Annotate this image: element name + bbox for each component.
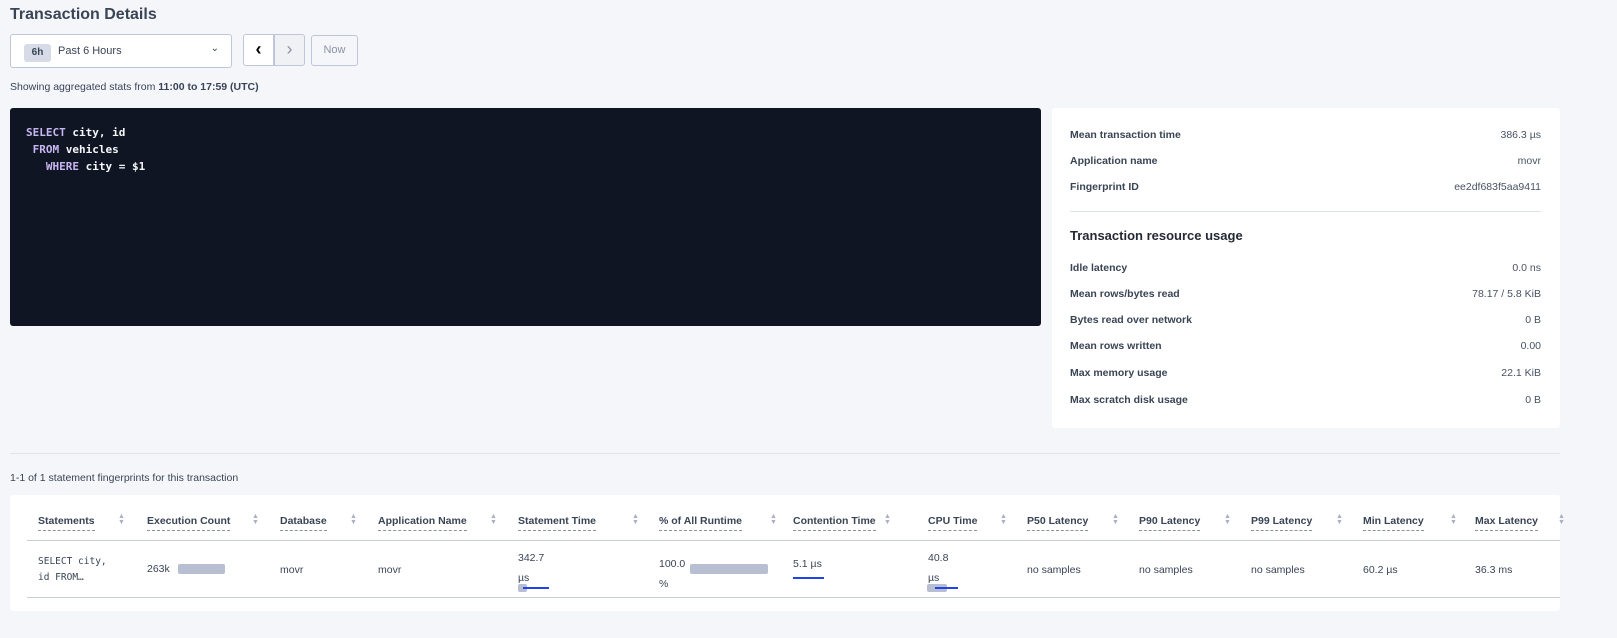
column-header[interactable]: Execution Count xyxy=(147,515,231,531)
exec-count-bar xyxy=(178,564,225,574)
statements-table: Statements ▲ ▼ Execution Count ▲ ▼ Database ▲ ▼ A… xyxy=(10,495,1565,611)
column-header[interactable]: P99 Latency xyxy=(1251,515,1313,531)
column-header[interactable]: P90 Latency xyxy=(1139,515,1201,531)
sql-keyword: SELECT xyxy=(26,126,66,139)
sort-icon[interactable]: ▲ ▼ xyxy=(884,513,891,526)
sort-icon[interactable]: ▲ ▼ xyxy=(252,513,259,526)
resource-row: Mean rows written 0.00 xyxy=(1070,340,1541,352)
sort-icon[interactable]: ▲ ▼ xyxy=(770,513,777,526)
p50-cell: no samples xyxy=(1027,564,1081,576)
resource-usage-title: Transaction resource usage xyxy=(1070,228,1243,243)
time-range-text: Showing aggregated stats from 11:00 to 1… xyxy=(10,81,259,93)
exec-count-cell: 263k xyxy=(147,563,170,575)
summary-card: Mean transaction time 386.3 µs Applicatio… xyxy=(1052,108,1560,428)
pct-runtime-cell: 100.0% xyxy=(659,558,686,590)
column-header[interactable]: Min Latency xyxy=(1363,515,1424,531)
column-header[interactable]: Contention Time xyxy=(793,515,876,531)
column-header[interactable]: Application Name xyxy=(378,515,467,531)
pct-runtime-bar xyxy=(690,564,768,574)
column-header[interactable]: P50 Latency xyxy=(1027,515,1089,531)
column-header[interactable]: Max Latency xyxy=(1475,515,1539,531)
p99-cell: no samples xyxy=(1251,564,1305,576)
column-header[interactable]: Database xyxy=(280,515,327,531)
chevron-down-icon: ⌄ xyxy=(210,43,219,54)
resource-row: Bytes read over network 0 B xyxy=(1070,314,1541,326)
contention-stddev xyxy=(793,577,824,579)
sort-icon[interactable]: ▲ ▼ xyxy=(632,513,639,526)
statement-count: 1-1 of 1 statement fingerprints for this… xyxy=(10,472,239,484)
section-divider xyxy=(10,453,1560,454)
sql-line: FROM vehicles xyxy=(32,143,119,156)
column-header[interactable]: Statements xyxy=(38,515,95,531)
now-button[interactable]: Now xyxy=(311,35,358,66)
summary-row: Mean transaction time 386.3 µs xyxy=(1070,129,1541,141)
statement-time-bar xyxy=(518,584,527,592)
database-cell: movr xyxy=(280,564,304,576)
sort-icon[interactable]: ▲ ▼ xyxy=(1000,513,1007,526)
resource-row: Max memory usage 22.1 KiB xyxy=(1070,367,1541,379)
sql-statement-box: SELECT city, id FROM vehicles WHERE city… xyxy=(10,108,1041,326)
sort-icon[interactable]: ▲ ▼ xyxy=(1224,513,1231,526)
sql-keyword: WHERE xyxy=(45,160,79,173)
max-latency-cell: 36.3 ms xyxy=(1475,564,1513,576)
next-time-button[interactable]: › xyxy=(274,34,305,66)
chevron-right-icon: › xyxy=(286,39,293,59)
statement-cell[interactable]: SELECT city, id FROM… xyxy=(38,556,107,583)
min-latency-cell: 60.2 µs xyxy=(1363,564,1398,576)
resource-row: Idle latency 0.0 ns xyxy=(1070,262,1541,274)
sort-icon[interactable]: ▲ ▼ xyxy=(1450,513,1457,526)
row-divider xyxy=(27,597,1560,598)
cpu-time-cell: 40.8 µs xyxy=(928,552,949,584)
column-header[interactable]: % of All Runtime xyxy=(659,515,743,531)
chevron-left-icon: ‹ xyxy=(255,39,262,59)
cpu-time-stddev xyxy=(935,587,958,589)
column-header[interactable]: CPU Time xyxy=(928,515,978,531)
resource-row: Max scratch disk usage 0 B xyxy=(1070,394,1541,406)
sql-keyword: FROM xyxy=(32,143,60,156)
sort-icon[interactable]: ▲ ▼ xyxy=(1336,513,1343,526)
sort-icon[interactable]: ▲ ▼ xyxy=(118,513,125,526)
sql-line: WHERE city = $1 xyxy=(45,160,146,173)
previous-time-button[interactable]: ‹ xyxy=(243,34,274,66)
summary-row: Fingerprint ID ee2df683f5aa9411 xyxy=(1070,181,1541,193)
sort-icon[interactable]: ▲ ▼ xyxy=(1112,513,1119,526)
resource-row: Mean rows/bytes read 78.17 / 5.8 KiB xyxy=(1070,288,1541,300)
divider xyxy=(1070,211,1541,212)
time-range-badge: 6h xyxy=(24,44,51,62)
time-range-select[interactable]: 6h Past 6 Hours ⌄ xyxy=(10,34,232,68)
page-title: Transaction Details xyxy=(10,6,157,23)
range-prefix: Showing aggregated stats from xyxy=(10,81,159,93)
contention-cell: 5.1 µs xyxy=(793,558,822,570)
statement-time-cell: 342.7 µs xyxy=(518,552,545,584)
summary-row: Application name movr xyxy=(1070,155,1541,167)
sort-icon[interactable]: ▲ ▼ xyxy=(350,513,357,526)
sql-line: SELECT city, id xyxy=(26,126,126,139)
time-range-label: Past 6 Hours xyxy=(58,45,122,57)
header-divider xyxy=(27,540,1560,541)
sort-icon[interactable]: ▲ ▼ xyxy=(490,513,497,526)
sort-icon[interactable]: ▲ ▼ xyxy=(1558,513,1565,526)
statement-time-stddev xyxy=(523,587,549,589)
column-header[interactable]: Statement Time xyxy=(518,515,596,531)
range-value: 11:00 to 17:59 (UTC) xyxy=(158,81,259,93)
p90-cell: no samples xyxy=(1139,564,1193,576)
app-name-cell: movr xyxy=(378,564,402,576)
